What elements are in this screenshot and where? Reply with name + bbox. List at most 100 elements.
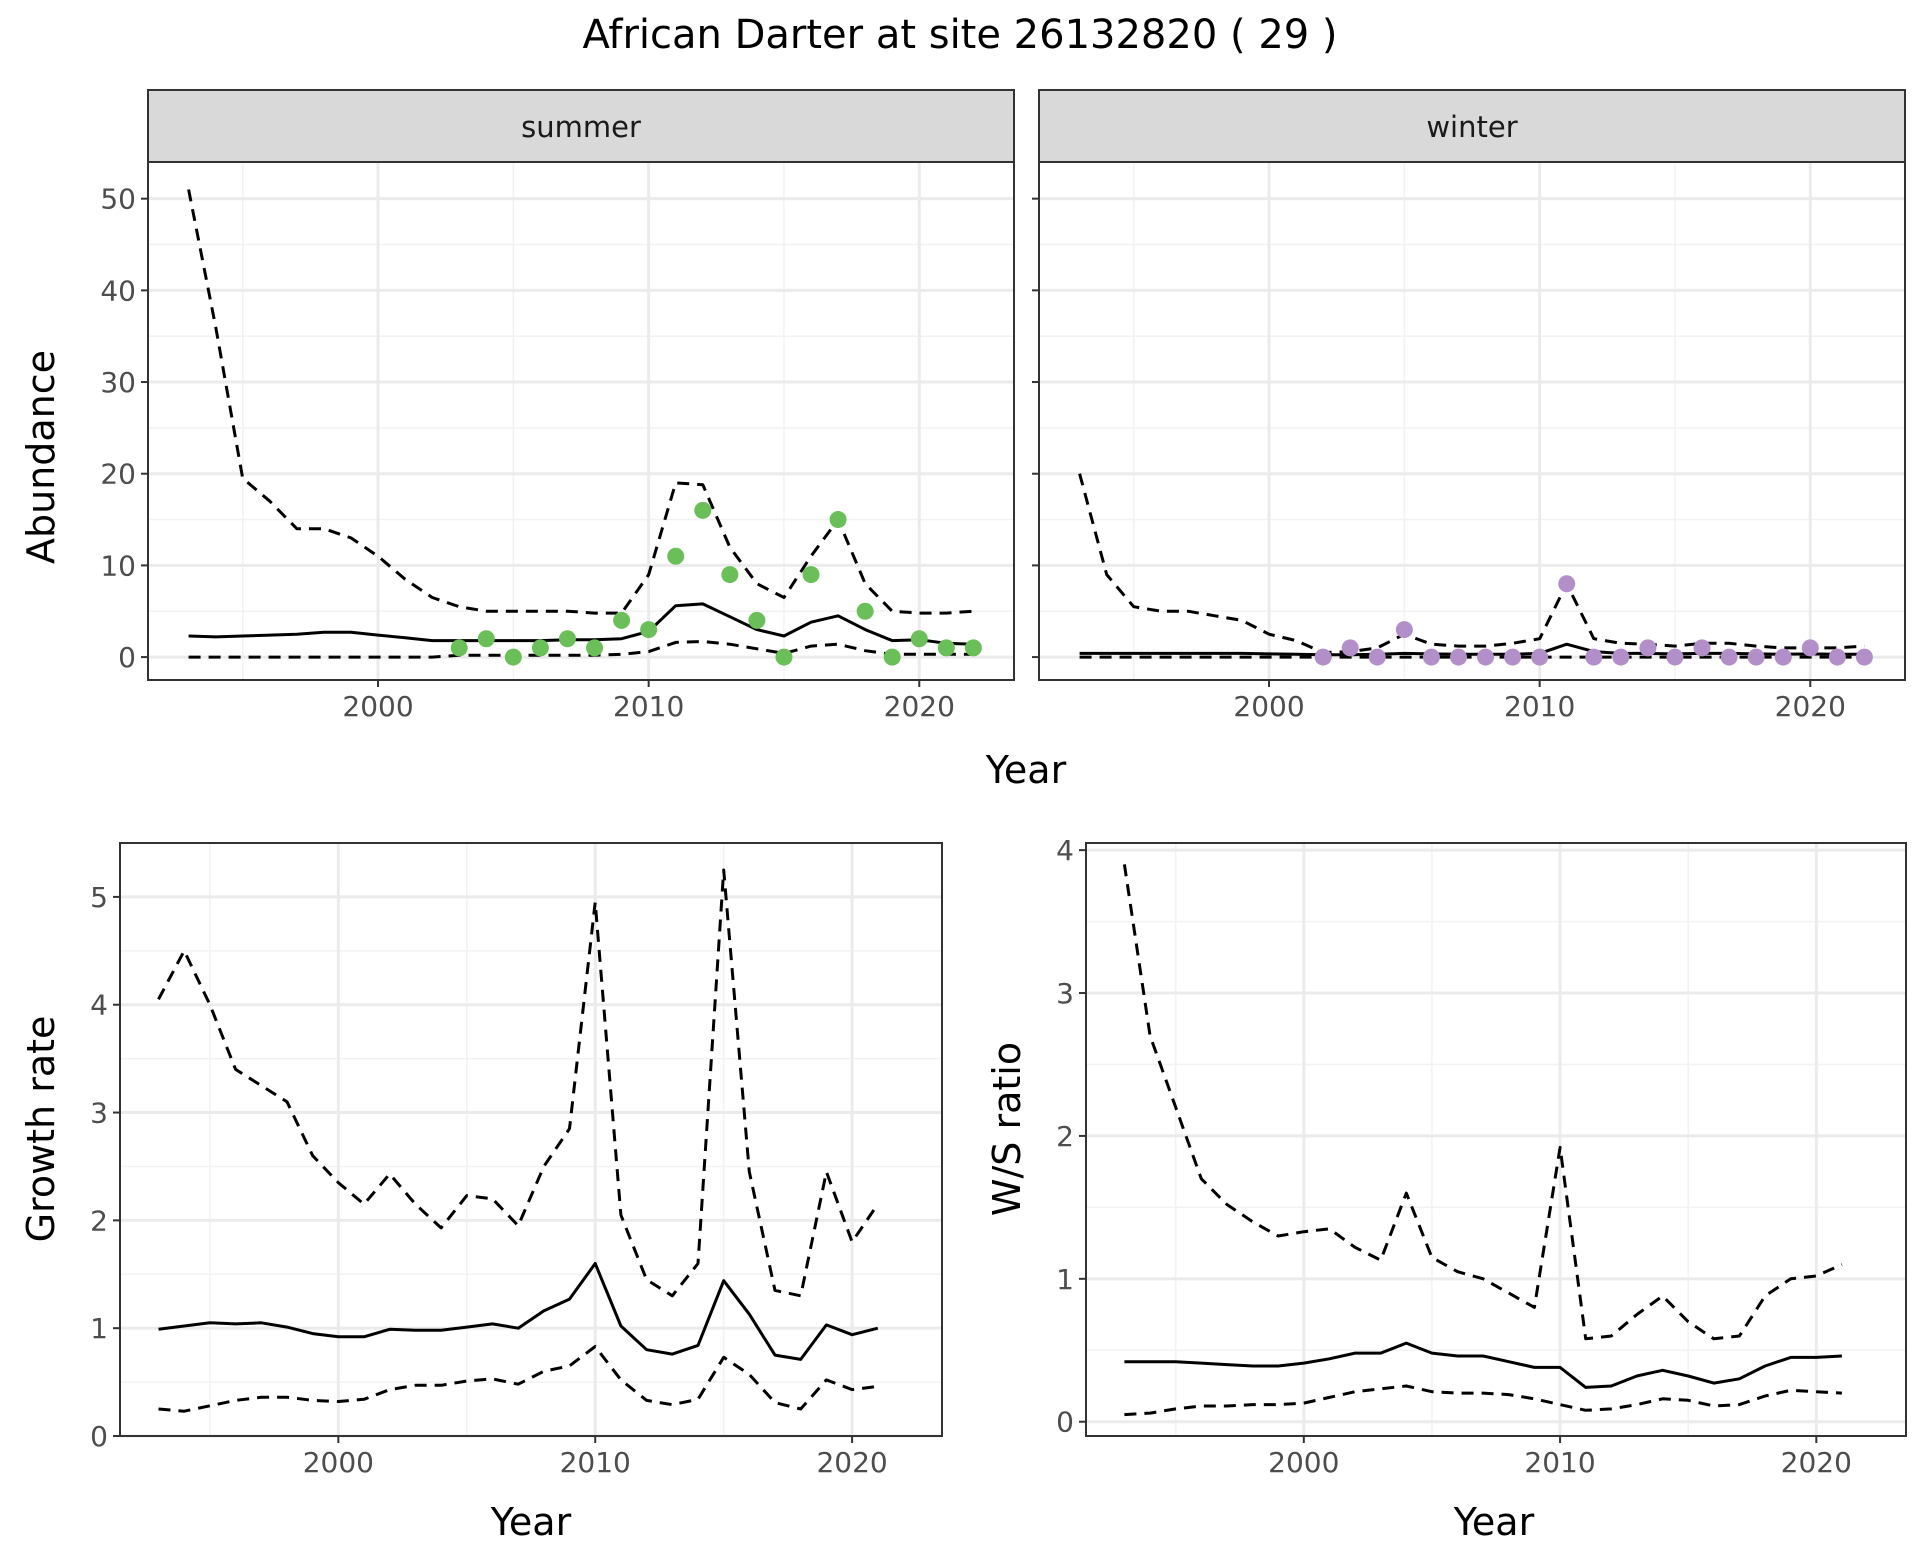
summer-y-tick-label: 10 [100,549,136,582]
winter-observed-point [1341,639,1359,657]
summer-strip-background [147,89,1015,163]
winter-x-tick-label: 2010 [1504,690,1575,723]
summer-mean-line [188,602,974,646]
winter-observed-point [1585,648,1603,666]
abundance-x-axis-title: Year [985,748,1067,792]
abundance-y-axis-title: Abundance [19,350,63,564]
ws-ratio-mean-line [1124,1341,1842,1389]
winter-observed-point [1828,648,1846,666]
winter-observed-point [1720,648,1738,666]
winter-strip-label: winter [1426,110,1517,144]
summer-y-tick-label: 20 [100,458,136,491]
growth-y-tick-label: 3 [90,1097,108,1130]
summer-observed-point [802,566,820,584]
ws-y-axis-title: W/S ratio [985,1042,1029,1216]
summer-x-tick-label: 2010 [613,690,684,723]
summer-upper-bound-line [187,189,974,615]
summer-observed-point [694,501,712,519]
summer-observed-point [856,602,874,620]
winter-x-tick-label: 2020 [1775,690,1846,723]
growth-y-tick-label: 0 [90,1420,108,1453]
summer-observed-point [586,639,604,657]
ws-ratio-y-tick-label: 4 [1056,834,1074,867]
growth-x-tick-label: 2020 [816,1446,887,1479]
summer-observed-point [964,639,982,657]
ws-ratio-panel: 2000 2010 2020 0 1 2 3 4 [1056,834,1907,1479]
winter-observed-point [1477,648,1495,666]
summer-y-tick-label: 0 [118,641,136,674]
summer-y-tick-label: 40 [100,274,136,307]
summer-panel: 2000 2010 2020 0 10 20 30 40 50 [100,161,1015,723]
growth-plot-area [120,843,942,1436]
summer-strip-label: summer [521,110,641,144]
growth-x-axis-title: Year [490,1500,572,1544]
summer-lower-bound-line [188,640,974,659]
winter-observed-point [1449,648,1467,666]
ws-ratio-y-tick-label: 1 [1056,1263,1074,1296]
winter-strip-background [1038,89,1906,163]
summer-x-tick-label: 2020 [884,690,955,723]
summer-observed-point [721,566,739,584]
winter-observed-point [1368,648,1386,666]
ws-ratio-panel-border [1085,842,1907,1437]
summer-x-tick-label: 2000 [342,690,413,723]
growth-rate-panel: 2000 2010 2020 0 1 2 3 4 5 [90,842,943,1479]
figure-title: African Darter at site 26132820 ( 29 ) [582,12,1337,58]
summer-observed-point [829,511,847,529]
winter-observed-point [1693,639,1711,657]
winter-plot-area [1039,162,1905,680]
summer-observed-point [748,611,766,629]
growth-y-axis-title: Growth rate [19,1016,63,1243]
summer-observed-point [910,630,928,648]
ws-ratio-lower-bound-line [1124,1384,1842,1417]
winter-observed-point [1774,648,1792,666]
summer-observed-point [613,611,631,629]
winter-observed-point [1747,648,1765,666]
ws-ratio-x-tick-label: 2000 [1268,1446,1339,1479]
summer-observed-point [667,547,685,565]
winter-upper-bound-line [1078,473,1865,654]
summer-observed-point [477,630,495,648]
winter-observed-point [1639,639,1657,657]
summer-observed-point [640,621,658,639]
summer-observed-point [937,639,955,657]
winter-observed-point [1612,648,1630,666]
summer-strip: summer [147,89,1015,163]
ws-x-axis-title: Year [1453,1500,1535,1544]
winter-observed-point [1558,575,1576,593]
growth-upper-bound-line [157,868,880,1298]
ws-ratio-y-tick-label: 2 [1056,1120,1074,1153]
summer-observed-point [504,648,522,666]
summer-observed-point [531,639,549,657]
summer-y-tick-label: 50 [100,183,136,216]
ws-ratio-y-tick-label: 3 [1056,977,1074,1010]
growth-y-tick-label: 5 [90,881,108,914]
growth-x-tick-label: 2010 [560,1446,631,1479]
winter-observed-point [1504,648,1522,666]
growth-y-tick-label: 2 [90,1204,108,1237]
winter-observed-point [1531,648,1549,666]
winter-observed-point [1395,621,1413,639]
winter-x-tick-label: 2000 [1233,690,1304,723]
growth-y-tick-label: 1 [90,1312,108,1345]
winter-strip: winter [1038,89,1906,163]
ws-ratio-upper-bound-line [1122,864,1843,1341]
growth-panel-border [119,842,943,1437]
summer-observed-point [775,648,793,666]
winter-observed-point [1801,639,1819,657]
winter-panel: 2000 2010 2020 [1032,161,1906,723]
summer-observed-point [883,648,901,666]
summer-plot-area [148,162,1014,680]
ws-ratio-plot-area [1086,843,1906,1436]
summer-observed-point [558,630,576,648]
growth-x-tick-label: 2000 [303,1446,374,1479]
winter-observed-point [1666,648,1684,666]
ws-ratio-x-tick-label: 2010 [1524,1446,1595,1479]
winter-observed-point [1314,648,1332,666]
growth-lower-bound-line [158,1345,878,1413]
ws-ratio-y-tick-label: 0 [1056,1406,1074,1439]
summer-y-tick-label: 30 [100,366,136,399]
ws-ratio-x-tick-label: 2020 [1781,1446,1852,1479]
winter-observed-point [1855,648,1873,666]
